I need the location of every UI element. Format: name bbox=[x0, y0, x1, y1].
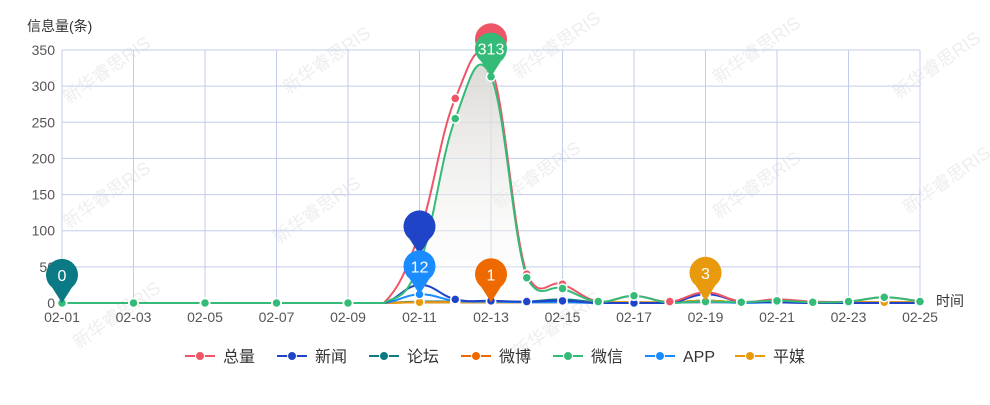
pin-marker[interactable]: 12 bbox=[403, 250, 436, 295]
legend-swatch-dot bbox=[563, 351, 573, 361]
pin-shape bbox=[46, 258, 78, 303]
legend-swatch-dot bbox=[745, 351, 755, 361]
pin-shape bbox=[689, 256, 722, 301]
legend-swatch-dot bbox=[287, 351, 297, 361]
data-point[interactable] bbox=[271, 297, 282, 309]
axes: 信息量(条) 时间 bbox=[27, 18, 964, 309]
pin-shape bbox=[474, 258, 507, 303]
x-tick-label: 02-15 bbox=[545, 309, 581, 325]
y-axis-title: 信息量(条) bbox=[27, 18, 92, 34]
y-tick-label: 200 bbox=[32, 150, 56, 166]
legend-swatch-dot bbox=[379, 351, 389, 361]
watermark-text: 新华睿思RIS bbox=[509, 8, 604, 83]
pin-marker[interactable]: 1 bbox=[474, 258, 507, 303]
pin-label: 1 bbox=[487, 267, 496, 284]
watermark-text: 新华睿思RIS bbox=[269, 173, 364, 248]
pin-label: 313 bbox=[478, 42, 505, 59]
y-tick-label: 350 bbox=[32, 42, 56, 58]
data-point[interactable] bbox=[128, 297, 139, 309]
x-tick-label: 02-03 bbox=[116, 309, 152, 325]
legend: 总量 新闻 论坛 微博 微信 APP 平媒 bbox=[185, 348, 805, 366]
data-point[interactable] bbox=[199, 297, 211, 309]
legend-label: 微信 bbox=[591, 348, 623, 366]
data-point[interactable] bbox=[879, 291, 890, 303]
pin-marker[interactable]: 0 bbox=[46, 258, 78, 303]
x-tick-label: 02-23 bbox=[831, 309, 867, 325]
area-layer bbox=[62, 64, 920, 304]
x-tick-label: 02-17 bbox=[616, 309, 652, 325]
legend-item[interactable]: 新闻 bbox=[277, 348, 347, 366]
x-tick-label: 02-01 bbox=[44, 309, 80, 325]
x-tick-label: 02-13 bbox=[473, 309, 509, 325]
legend-label: 微博 bbox=[499, 348, 531, 366]
watermark-text: 新华睿思RIS bbox=[59, 158, 154, 233]
data-point[interactable] bbox=[843, 296, 854, 307]
data-point[interactable] bbox=[914, 296, 926, 307]
watermark-text: 新华睿思RIS bbox=[899, 143, 990, 218]
pin-shape bbox=[403, 250, 436, 295]
y-tick-label: 150 bbox=[32, 187, 56, 203]
y-tick-label: 300 bbox=[32, 78, 56, 94]
pin-shape bbox=[403, 210, 436, 255]
legend-label: 平媒 bbox=[773, 348, 805, 366]
watermark-text: 新华睿思RIS bbox=[59, 33, 154, 108]
data-point[interactable] bbox=[521, 272, 532, 283]
legend-label: 论坛 bbox=[407, 348, 439, 366]
pin-label: 0 bbox=[58, 268, 67, 285]
y-tick-label: 250 bbox=[32, 114, 56, 130]
x-axis-title: 时间 bbox=[936, 293, 964, 309]
legend-item[interactable]: 微信 bbox=[553, 348, 623, 366]
data-point[interactable] bbox=[736, 297, 747, 308]
legend-item[interactable]: 论坛 bbox=[369, 348, 439, 366]
pin-shape bbox=[474, 32, 507, 77]
x-tick-label: 02-11 bbox=[402, 309, 437, 325]
x-tick-label: 02-19 bbox=[688, 309, 724, 325]
data-point[interactable] bbox=[521, 296, 532, 307]
legend-item[interactable]: 总量 bbox=[185, 348, 255, 366]
pin-label: 3 bbox=[701, 266, 710, 283]
legend-item[interactable]: 平媒 bbox=[735, 348, 805, 366]
y-tick-label: 100 bbox=[32, 223, 56, 239]
legend-swatch-dot bbox=[655, 351, 665, 361]
pin-marker[interactable] bbox=[403, 210, 436, 255]
data-point[interactable] bbox=[664, 296, 675, 307]
x-tick-label: 02-21 bbox=[759, 309, 795, 325]
data-point[interactable] bbox=[450, 93, 461, 104]
pin-marker[interactable]: 3 bbox=[689, 256, 722, 301]
watermark-text: 新华睿思RIS bbox=[889, 28, 984, 103]
x-tick-label: 02-09 bbox=[330, 309, 366, 325]
data-point[interactable] bbox=[807, 297, 818, 308]
data-point[interactable] bbox=[450, 294, 461, 305]
legend-swatch-dot bbox=[195, 351, 205, 361]
x-tick-label: 02-07 bbox=[259, 309, 295, 325]
pin-label: 12 bbox=[411, 259, 429, 276]
legend-label: APP bbox=[683, 349, 715, 366]
data-point[interactable] bbox=[593, 296, 604, 307]
data-point[interactable] bbox=[557, 295, 568, 307]
legend-label: 总量 bbox=[223, 348, 255, 366]
data-point[interactable] bbox=[771, 295, 783, 307]
legend-item[interactable]: APP bbox=[645, 349, 715, 366]
data-point[interactable] bbox=[450, 113, 461, 124]
legend-label: 新闻 bbox=[315, 348, 347, 366]
data-point[interactable] bbox=[342, 297, 354, 309]
x-tick-label: 02-25 bbox=[902, 309, 938, 325]
series-area-weixin bbox=[62, 64, 920, 304]
data-point[interactable] bbox=[557, 283, 568, 294]
data-point[interactable] bbox=[628, 290, 640, 302]
x-tick-label: 02-05 bbox=[187, 309, 223, 325]
pin-marker[interactable]: 313 bbox=[474, 32, 507, 77]
legend-item[interactable]: 微博 bbox=[461, 348, 531, 366]
legend-swatch-dot bbox=[471, 351, 481, 361]
y-tick-label: 0 bbox=[47, 295, 55, 311]
